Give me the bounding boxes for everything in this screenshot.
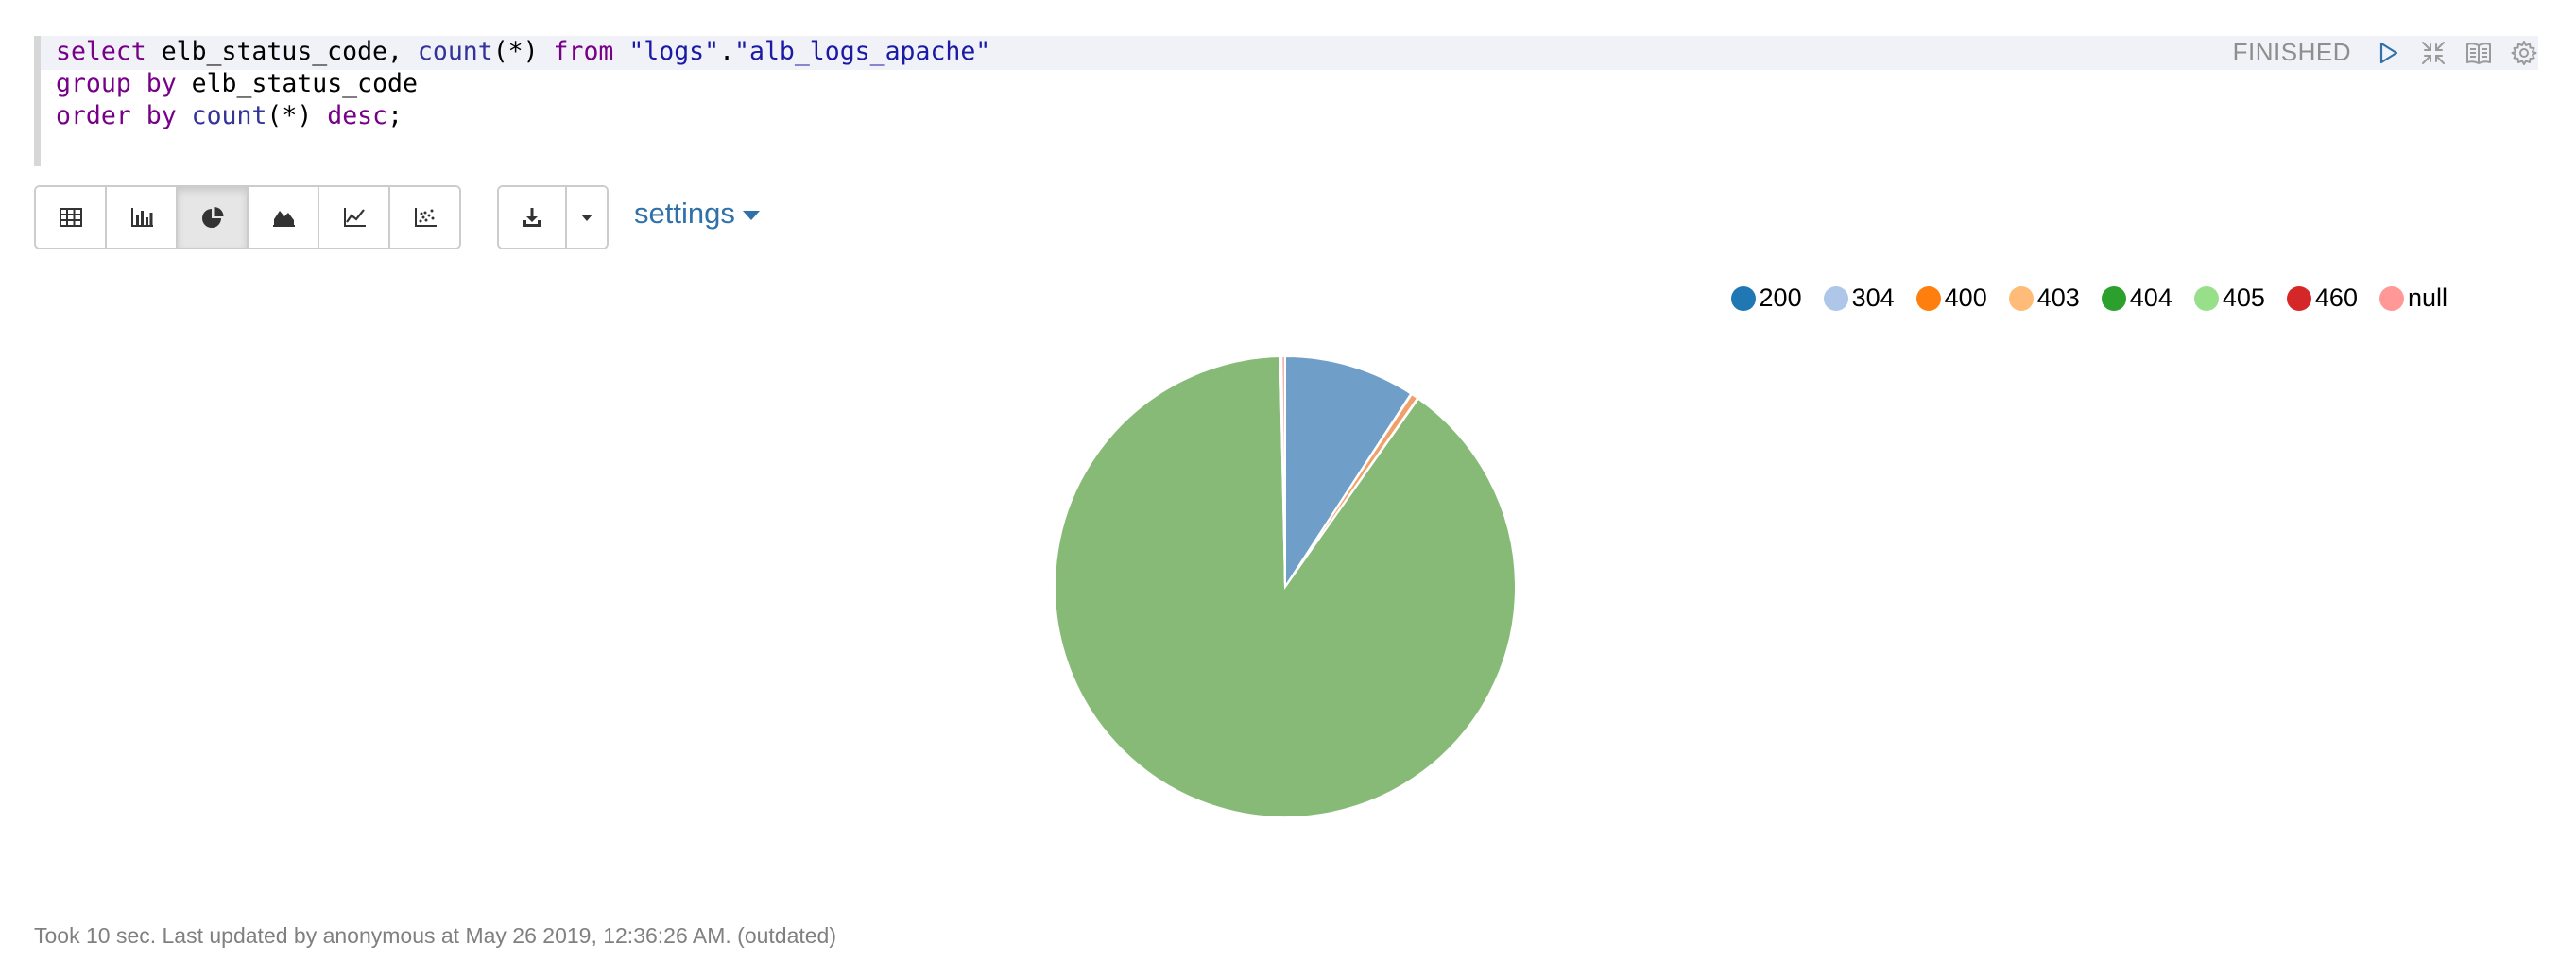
bar-chart-button[interactable] (107, 187, 178, 248)
legend-item[interactable]: 405 (2193, 283, 2265, 313)
code-token: (*) (492, 37, 554, 66)
table-view-button[interactable] (36, 187, 107, 248)
area-chart-button[interactable] (249, 187, 319, 248)
code-token: desc (327, 101, 388, 130)
paragraph-status: FINISHED (2232, 38, 2351, 66)
legend-label: 460 (2314, 283, 2358, 312)
legend-label: 405 (2222, 283, 2265, 312)
download-format-dropdown[interactable] (567, 187, 607, 248)
code-token (131, 69, 146, 98)
active-line-highlight (41, 36, 2538, 70)
code-token: elb_status_code, (146, 37, 418, 66)
legend-item[interactable]: null (2379, 283, 2447, 313)
download-button[interactable] (499, 187, 567, 248)
paragraph-controls: FINISHED (2233, 38, 2538, 67)
sql-code[interactable]: select elb_status_code, count(*) from "l… (56, 36, 990, 132)
download-toolbar (497, 185, 609, 249)
code-token: group (56, 69, 131, 98)
code-token: count (417, 37, 493, 66)
scatter-chart-icon (414, 208, 437, 227)
code-token: . (719, 37, 735, 66)
code-line: order by count(*) desc; (56, 100, 990, 132)
collapse-icon[interactable] (2419, 39, 2447, 67)
pie-slice-null[interactable] (1280, 354, 1286, 588)
legend-item[interactable]: 400 (1915, 283, 1987, 313)
line-chart-icon (343, 208, 366, 227)
paragraph-footer: Took 10 sec. Last updated by anonymous a… (34, 923, 837, 948)
code-token: count (191, 101, 267, 130)
legend-label: 404 (2129, 283, 2172, 312)
legend-swatch (1915, 285, 1941, 311)
legend-label: 200 (1759, 283, 1802, 312)
pie-chart-button[interactable] (178, 187, 249, 248)
pie-slice-200[interactable] (1284, 354, 1413, 591)
code-token: order (56, 101, 131, 130)
line-chart-button[interactable] (319, 187, 390, 248)
legend-label: 400 (1944, 283, 1987, 312)
legend-swatch (2193, 285, 2219, 311)
code-token (177, 101, 192, 130)
code-token: "logs" (628, 37, 720, 66)
chevron-down-icon (742, 211, 760, 220)
code-token: (*) (266, 101, 328, 130)
code-line: select elb_status_code, count(*) from "l… (56, 36, 990, 68)
legend-item[interactable]: 403 (2008, 283, 2080, 313)
code-token (131, 101, 146, 130)
code-token: by (146, 101, 177, 130)
pie-chart-icon (201, 207, 223, 228)
legend-label: 403 (2036, 283, 2080, 312)
visualization-toolbar (34, 185, 461, 249)
code-token: "alb_logs_apache" (734, 37, 991, 66)
legend-label: null (2407, 283, 2447, 312)
chart-legend: 200 304 400 403 404 405 460 null (1730, 283, 2447, 313)
legend-item[interactable]: 404 (2101, 283, 2172, 313)
legend-swatch (1730, 285, 1756, 311)
code-token (613, 37, 628, 66)
code-token: from (553, 37, 614, 66)
code-token: ; (387, 101, 404, 130)
table-icon (59, 208, 82, 227)
sql-editor[interactable]: select elb_status_code, count(*) from "l… (34, 36, 2538, 166)
legend-swatch (2379, 285, 2404, 311)
legend-swatch (1823, 285, 1848, 311)
legend-item[interactable]: 460 (2286, 283, 2358, 313)
scatter-chart-button[interactable] (390, 187, 459, 248)
code-token: select (56, 37, 146, 66)
code-token: by (146, 69, 177, 98)
caret-down-icon (581, 215, 592, 221)
settings-label: settings (634, 197, 735, 230)
book-icon[interactable] (2464, 39, 2493, 67)
settings-dropdown[interactable]: settings (634, 197, 760, 231)
area-chart-icon (272, 211, 295, 227)
code-token: elb_status_code (176, 69, 418, 98)
legend-swatch (2008, 285, 2034, 311)
download-icon (523, 208, 541, 227)
legend-swatch (2101, 285, 2126, 311)
legend-label: 304 (1851, 283, 1895, 312)
bar-chart-icon (130, 208, 153, 227)
legend-item[interactable]: 304 (1823, 283, 1895, 313)
run-icon[interactable] (2374, 39, 2402, 67)
gear-icon[interactable] (2510, 39, 2538, 67)
legend-swatch (2286, 285, 2311, 311)
code-line: group by elb_status_code (56, 68, 990, 100)
legend-item[interactable]: 200 (1730, 283, 1802, 313)
